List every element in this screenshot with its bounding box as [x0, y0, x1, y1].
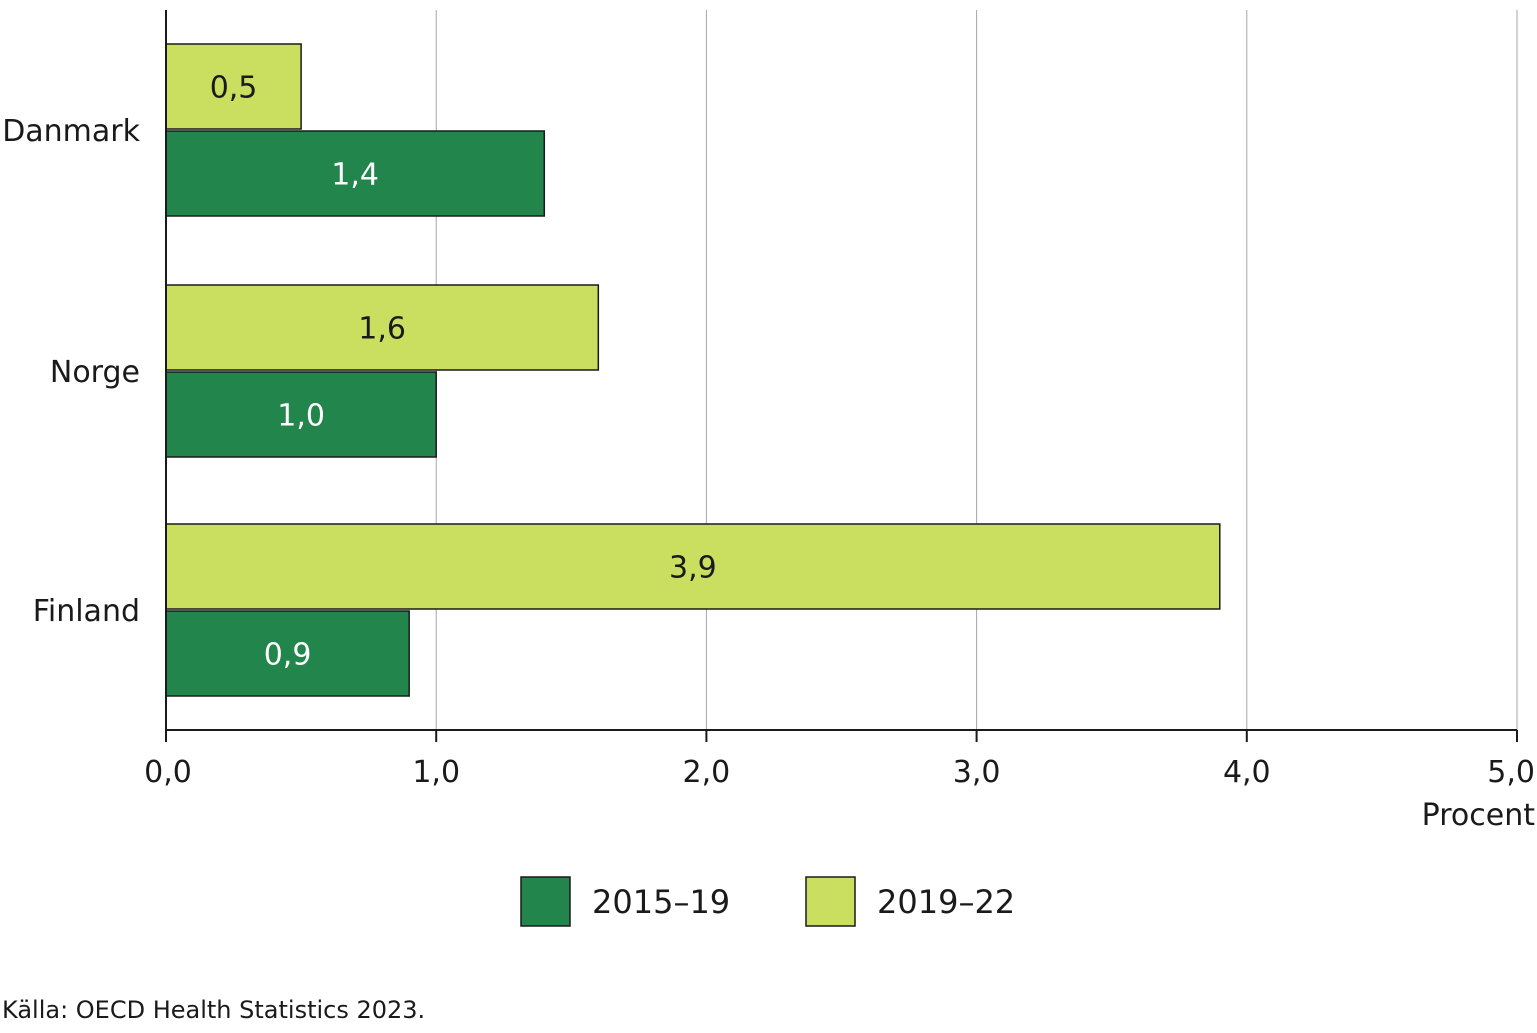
- x-tick-label: 4,0: [1223, 755, 1271, 790]
- legend-label: 2019–22: [877, 883, 1015, 921]
- legend-swatch: [805, 876, 856, 927]
- legend-swatch: [520, 876, 571, 927]
- bar: [165, 523, 1221, 610]
- category-label: Norge: [50, 355, 140, 390]
- data-label: 1,6: [358, 312, 406, 347]
- bar: [165, 371, 437, 458]
- x-tick-label: 5,0: [1487, 755, 1535, 790]
- data-label: 1,4: [331, 158, 379, 193]
- category-label: Danmark: [2, 114, 140, 149]
- bar: [165, 610, 410, 697]
- bar: [165, 284, 600, 371]
- x-tick-label: 3,0: [953, 755, 1001, 790]
- bar: [165, 43, 302, 130]
- data-label: 0,9: [264, 638, 312, 673]
- x-tick-label: 1,0: [412, 755, 460, 790]
- data-label: 0,5: [210, 71, 258, 106]
- data-label: 3,9: [669, 551, 717, 586]
- legend-label: 2015–19: [592, 883, 730, 921]
- category-label: Finland: [33, 594, 140, 629]
- x-tick-label: 0,0: [144, 755, 192, 790]
- x-axis-label: Procent: [1422, 798, 1536, 833]
- x-tick-label: 2,0: [683, 755, 731, 790]
- source-note: Källa: OECD Health Statistics 2023.: [2, 996, 426, 1024]
- data-label: 1,0: [277, 399, 325, 434]
